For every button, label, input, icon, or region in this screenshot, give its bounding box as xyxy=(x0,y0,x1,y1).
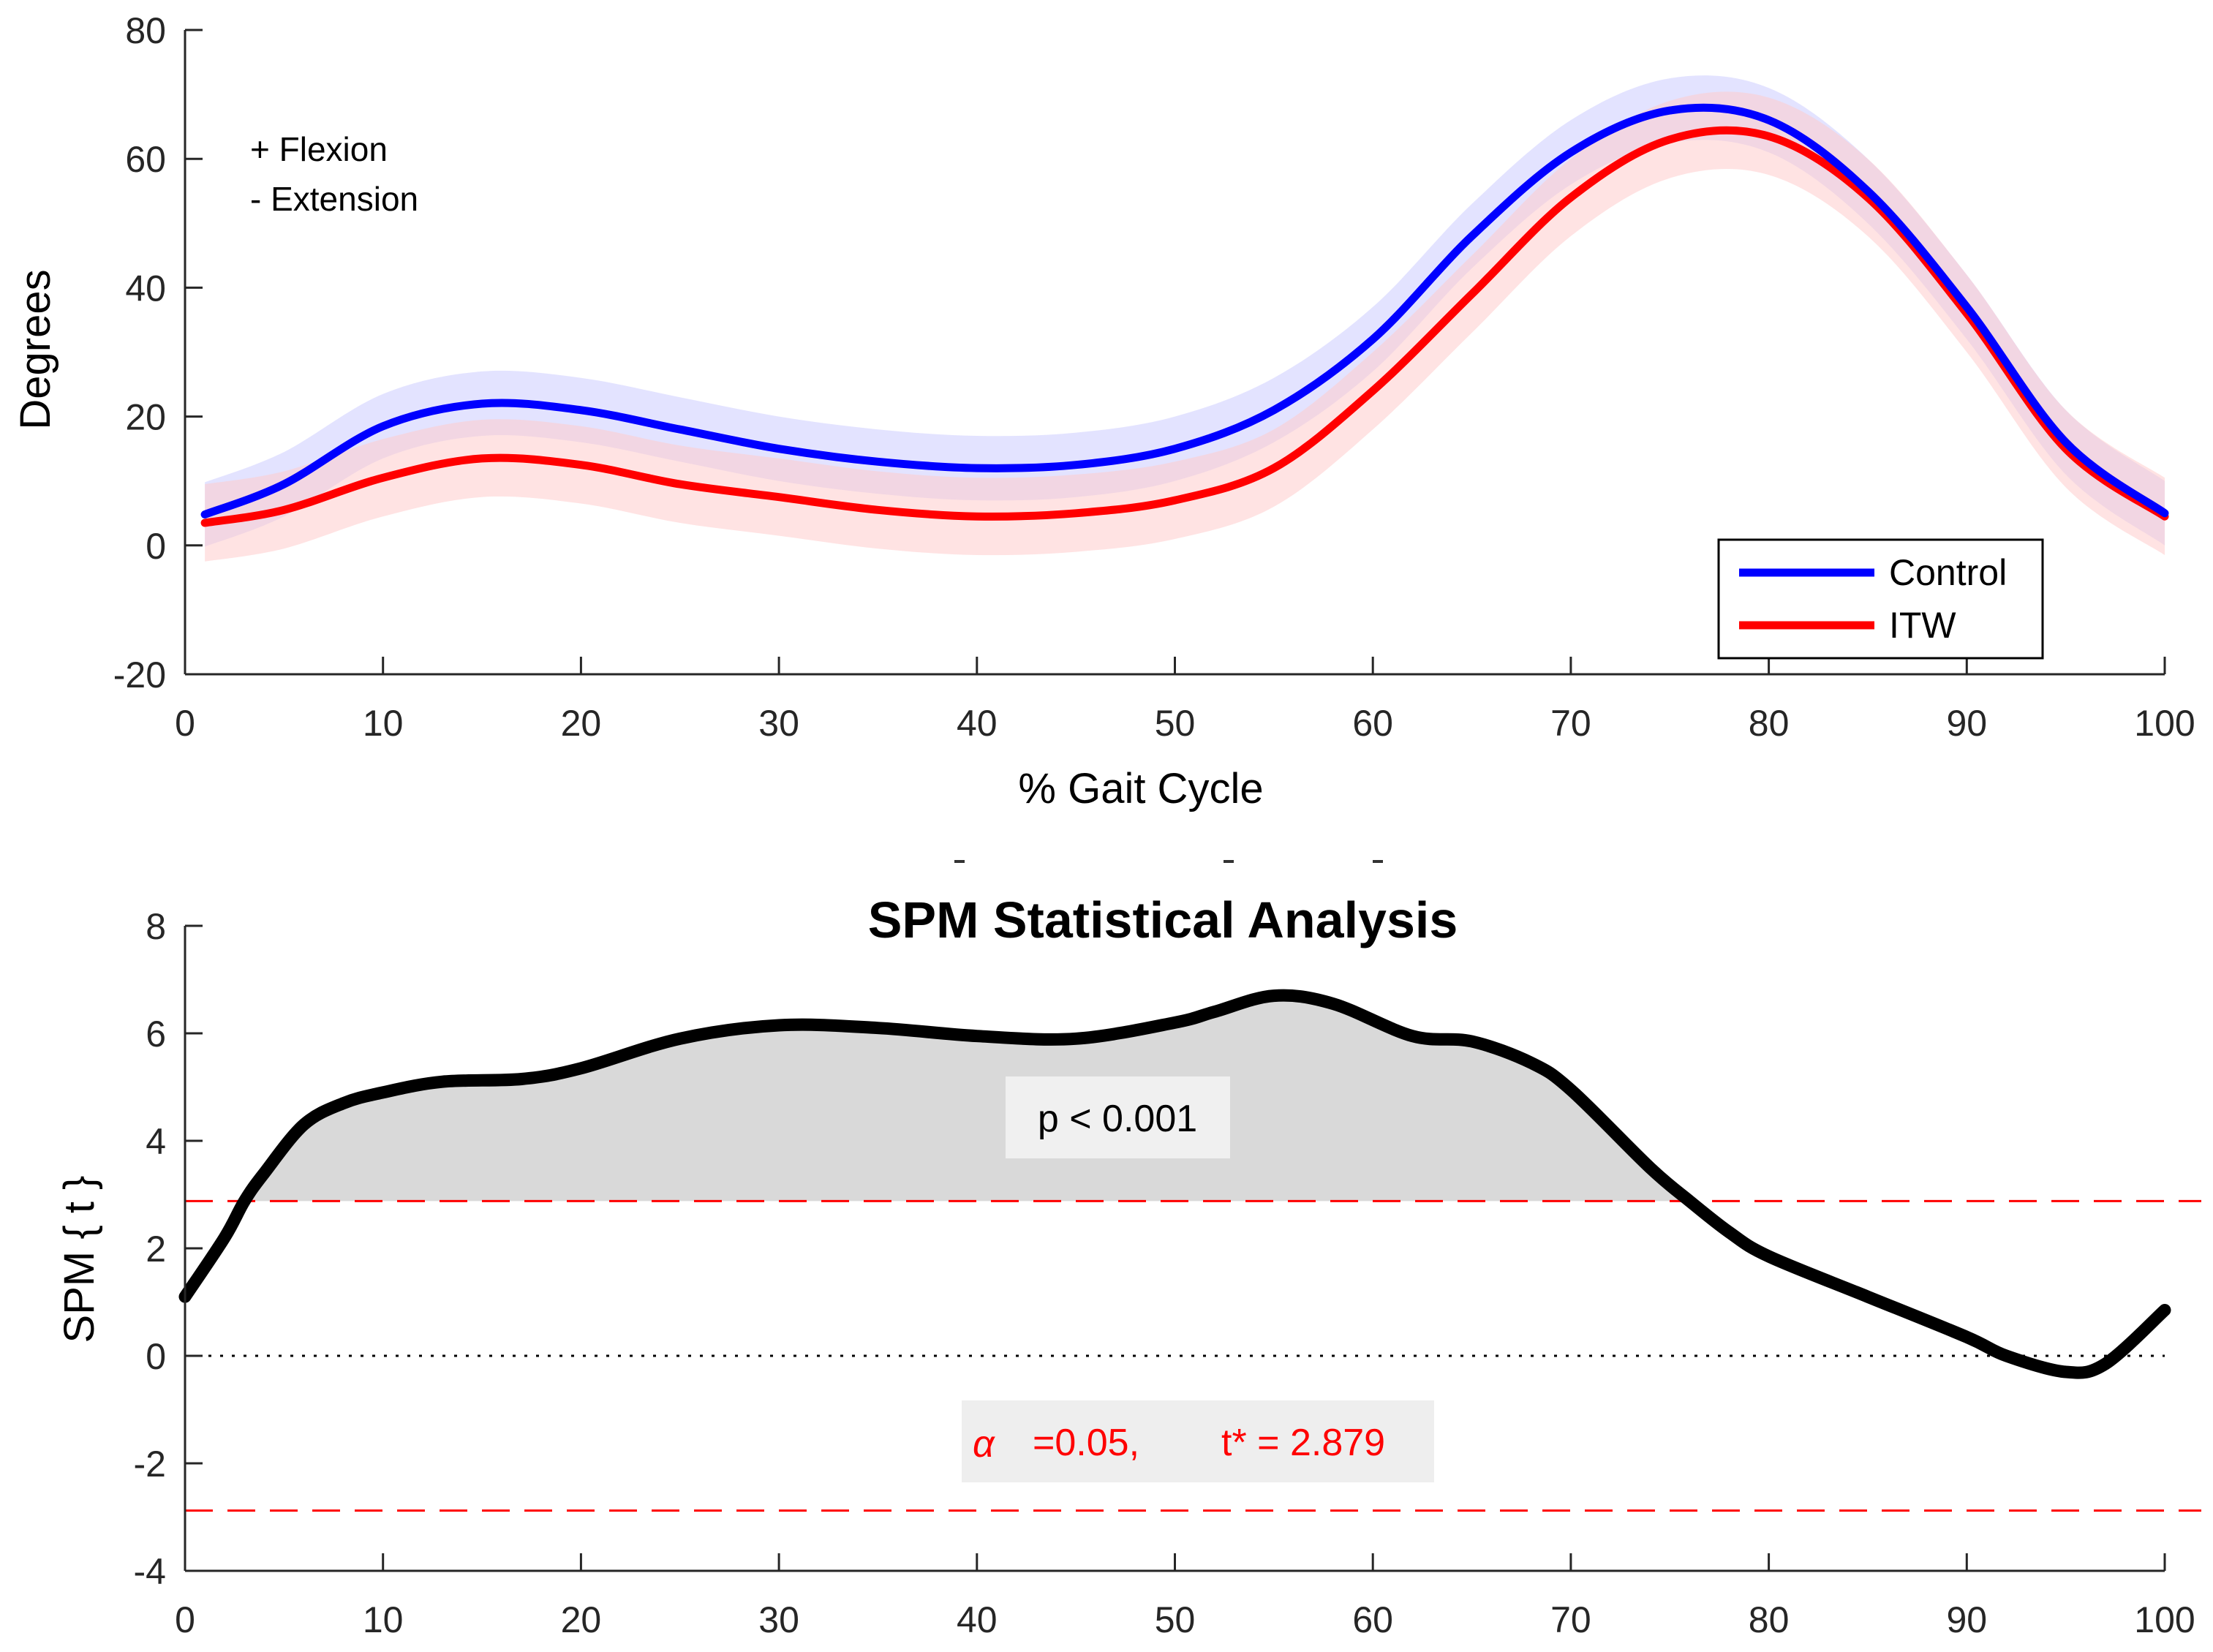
p-value-label: p < 0.001 xyxy=(1038,1098,1197,1140)
flexion-annotation: + Flexion xyxy=(250,130,388,168)
y-tick-label: 60 xyxy=(125,139,166,180)
suprathreshold-cluster xyxy=(244,995,1690,1202)
x-tick-label: 0 xyxy=(175,1599,195,1640)
y-axis-label: SPM { t } xyxy=(56,1176,103,1343)
alpha-value: =0.05, xyxy=(1033,1422,1139,1464)
p-value-background xyxy=(1006,1076,1230,1158)
legend-label-itw: ITW xyxy=(1889,605,1956,646)
x-tick-label: 40 xyxy=(957,1599,998,1640)
x-tick-label: 20 xyxy=(561,1599,602,1640)
y-tick-label: 20 xyxy=(125,397,166,438)
x-tick-label: 0 xyxy=(175,703,195,744)
x-tick-label: 80 xyxy=(1749,1599,1790,1640)
x-tick-label: 70 xyxy=(1550,703,1591,744)
threshold-background xyxy=(962,1400,1434,1482)
y-tick-label: -4 xyxy=(134,1551,166,1592)
y-tick-label: 0 xyxy=(146,1336,166,1377)
critical-t-value: t* = 2.879 xyxy=(1221,1422,1385,1464)
x-tick-label: 50 xyxy=(1155,703,1196,744)
legend-box xyxy=(1717,538,2044,660)
y-tick-label: 0 xyxy=(146,526,166,567)
x-tick-labels: 0 10 20 30 40 50 60 70 80 90 100 xyxy=(175,703,2195,744)
threshold-box: α =0.05, t* = 2.879 xyxy=(962,1400,1434,1482)
y-axis-label: Degrees xyxy=(12,269,59,429)
x-tick-label: 60 xyxy=(1352,1599,1393,1640)
x-tick-label: 10 xyxy=(363,1599,404,1640)
y-tick-label: -2 xyxy=(134,1444,166,1485)
x-axis-label: % Gait Cycle xyxy=(1018,765,1263,812)
spm-line xyxy=(178,989,2171,1379)
y-tick-label: 40 xyxy=(125,268,166,309)
extension-annotation: - Extension xyxy=(250,180,418,218)
axes xyxy=(184,924,2166,1572)
y-tick-label: 4 xyxy=(146,1121,166,1162)
x-tick-label: 30 xyxy=(758,703,799,744)
x-tick-label: 90 xyxy=(1946,1599,1987,1640)
sd-band-itw xyxy=(205,91,2165,562)
x-tick-label: 50 xyxy=(1155,1599,1196,1640)
y-tick-labels: -4 -2 0 2 4 6 8 xyxy=(134,906,166,1592)
spm-t-curve xyxy=(178,989,2171,1379)
y-tick-label: 6 xyxy=(146,1014,166,1055)
legend-label-control: Control xyxy=(1889,552,2007,593)
axes xyxy=(184,29,2166,676)
cluster-fill xyxy=(244,995,1690,1202)
series-line-control xyxy=(200,103,2169,518)
series-line-itw xyxy=(200,126,2169,527)
x-tick-label: 90 xyxy=(1946,703,1987,744)
spm-chart: -4 -2 0 2 4 6 8 0 10 20 30 40 50 60 70 80 90 100 SPM Sta… xyxy=(56,891,2201,1640)
sd-bands xyxy=(205,75,2165,562)
x-tick-label: 30 xyxy=(758,1599,799,1640)
x-tick-label: 100 xyxy=(2134,703,2195,744)
chart-title: SPM Statistical Analysis xyxy=(868,891,1458,948)
y-tick-label: 80 xyxy=(125,10,166,51)
y-tick-labels: -20 0 20 40 60 80 xyxy=(113,10,166,695)
x-tick-label: 40 xyxy=(957,703,998,744)
x-tick-label: 10 xyxy=(363,703,404,744)
x-tick-label: 70 xyxy=(1550,1599,1591,1640)
alpha-symbol: α xyxy=(973,1423,995,1466)
reference-lines xyxy=(185,1199,2201,1512)
x-tick-labels: 0 10 20 30 40 50 60 70 80 90 100 xyxy=(175,1599,2195,1640)
x-tick-label: 80 xyxy=(1749,703,1790,744)
x-tick-label: 100 xyxy=(2134,1599,2195,1640)
legend: Control ITW xyxy=(1717,538,2044,660)
y-tick-label: 8 xyxy=(146,906,166,947)
p-value-box: p < 0.001 xyxy=(1006,1076,1230,1158)
crop-artifacts xyxy=(954,860,1383,863)
x-tick-label: 20 xyxy=(561,703,602,744)
y-tick-label: 2 xyxy=(146,1229,166,1270)
mean-lines xyxy=(200,103,2169,527)
y-tick-label: -20 xyxy=(113,655,166,695)
x-tick-label: 60 xyxy=(1352,703,1393,744)
